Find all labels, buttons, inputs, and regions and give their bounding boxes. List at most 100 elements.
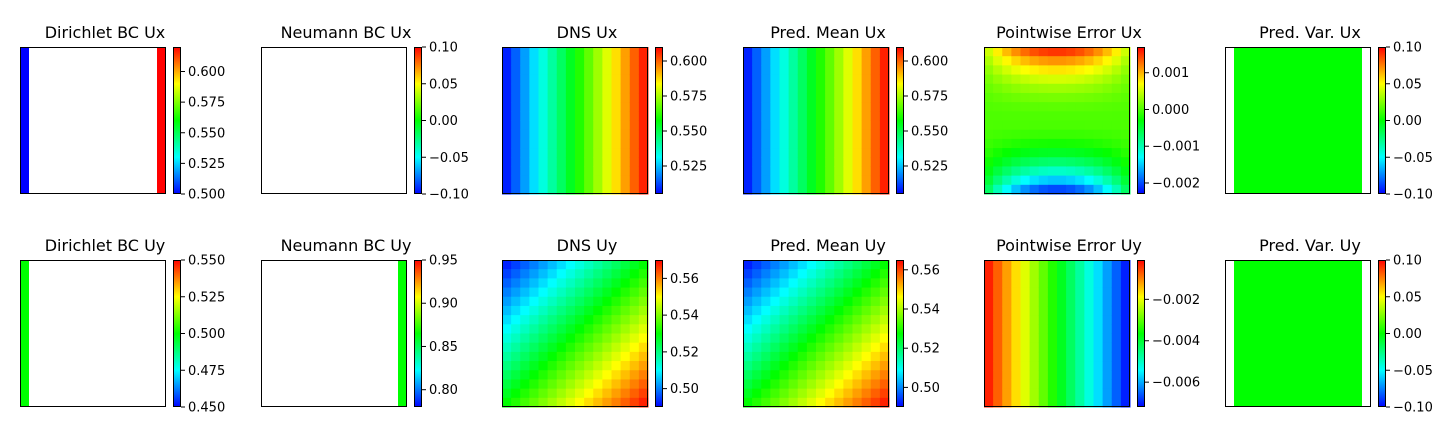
heatmap-cell bbox=[816, 379, 826, 390]
heatmap-cell bbox=[984, 47, 994, 57]
heatmap-cell bbox=[1102, 324, 1113, 334]
heatmap-cell bbox=[611, 342, 622, 353]
heatmap-cell bbox=[1038, 138, 1049, 149]
heatmap-cell bbox=[752, 138, 762, 149]
heatmap-cell bbox=[1029, 111, 1040, 121]
heatmap-cell bbox=[611, 65, 622, 76]
heatmap-cell bbox=[556, 47, 567, 57]
heatmap-cell bbox=[538, 47, 549, 57]
heatmap-cell bbox=[770, 92, 780, 103]
heatmap-cell bbox=[1038, 129, 1049, 140]
heatmap-cell bbox=[502, 370, 512, 380]
heatmap-cell bbox=[752, 278, 762, 289]
heatmap-cell bbox=[984, 342, 994, 353]
heatmap-cell bbox=[1102, 287, 1113, 298]
heatmap-cell bbox=[1120, 120, 1131, 131]
heatmap-cell bbox=[1084, 138, 1094, 149]
heatmap-cell bbox=[593, 148, 603, 158]
heatmap-cell bbox=[1038, 184, 1049, 195]
heatmap-cell bbox=[1011, 111, 1021, 121]
heatmap-cell bbox=[834, 315, 844, 325]
heatmap-cell bbox=[1066, 138, 1076, 149]
heatmap-cell bbox=[861, 333, 872, 344]
heatmap-cell bbox=[556, 370, 567, 380]
heatmap-cell bbox=[502, 83, 512, 94]
heatmap-cell bbox=[806, 397, 817, 408]
heatmap-cell bbox=[1029, 324, 1040, 334]
heatmap-cell bbox=[752, 287, 762, 298]
heatmap-cell bbox=[870, 157, 881, 167]
heatmap-cell bbox=[770, 324, 780, 334]
heatmap-cell bbox=[584, 379, 594, 390]
heatmap-cell bbox=[870, 65, 881, 76]
heatmap-cell bbox=[797, 47, 808, 57]
heatmap-cell bbox=[879, 361, 890, 371]
heatmap-cell bbox=[611, 351, 622, 362]
heatmap-cell bbox=[1066, 102, 1076, 112]
heatmap-cell bbox=[620, 361, 631, 371]
heatmap-cell bbox=[593, 83, 603, 94]
heatmap-cell bbox=[870, 184, 881, 195]
heatmap-cell bbox=[584, 111, 594, 121]
colorbar bbox=[655, 260, 663, 407]
heatmap-cell bbox=[752, 129, 762, 140]
heatmap-cell bbox=[984, 269, 994, 279]
heatmap-cell bbox=[788, 65, 799, 76]
heatmap-cell bbox=[565, 388, 576, 399]
colorbar-frame bbox=[414, 47, 422, 194]
heatmap-cell bbox=[1111, 184, 1122, 195]
heatmap-cell bbox=[1011, 305, 1021, 316]
heatmap-cell bbox=[1075, 305, 1085, 316]
heatmap-cell bbox=[752, 65, 762, 76]
heatmap-cell bbox=[1047, 361, 1058, 371]
heatmap-cell bbox=[1093, 342, 1104, 353]
heatmap-cell bbox=[1011, 379, 1021, 390]
heatmap-cell bbox=[538, 370, 549, 380]
heatmap-cell bbox=[843, 120, 853, 131]
heatmap-cell bbox=[1120, 92, 1131, 103]
heatmap-cell bbox=[1020, 111, 1031, 121]
colorbar-tick-label: −0.05 bbox=[1393, 151, 1433, 166]
heatmap-cell bbox=[565, 166, 576, 177]
heatmap-cell bbox=[565, 269, 576, 279]
heatmap-cell bbox=[556, 315, 567, 325]
heatmap-cell bbox=[538, 260, 549, 270]
heatmap-cell bbox=[816, 120, 826, 131]
heatmap-cell bbox=[538, 342, 549, 353]
heatmap-cell bbox=[870, 379, 881, 390]
heatmap-cell bbox=[520, 47, 530, 57]
colorbar bbox=[1378, 260, 1386, 407]
heatmap-cell bbox=[602, 148, 612, 158]
colorbar-frame bbox=[1378, 260, 1386, 407]
heatmap-cell bbox=[816, 92, 826, 103]
heatmap-cell bbox=[529, 157, 539, 167]
heatmap-cell bbox=[984, 184, 994, 195]
heatmap-cell bbox=[788, 56, 799, 66]
heatmap-cell bbox=[1111, 111, 1122, 121]
heatmap-cell bbox=[806, 138, 817, 149]
heatmap-cell bbox=[1057, 361, 1067, 371]
heatmap-cell bbox=[1020, 120, 1031, 131]
heatmap-cell bbox=[806, 388, 817, 399]
heatmap-cell bbox=[761, 102, 771, 112]
heatmap-cell bbox=[743, 361, 753, 371]
heatmap-cell bbox=[593, 120, 603, 131]
heatmap-cell bbox=[993, 379, 1003, 390]
heatmap-cell bbox=[511, 166, 521, 177]
heatmap-cell bbox=[797, 74, 808, 85]
heatmap-cell bbox=[761, 56, 771, 66]
heatmap-cell bbox=[852, 315, 863, 325]
heatmap-cell bbox=[1047, 138, 1058, 149]
colorbar-frame bbox=[655, 260, 663, 407]
heatmap-cell bbox=[520, 184, 530, 195]
heatmap-cell bbox=[547, 102, 558, 112]
heatmap-cell bbox=[984, 370, 994, 380]
heatmap-cell bbox=[538, 175, 549, 186]
heatmap-cell bbox=[1102, 166, 1113, 177]
heatmap-cell bbox=[1020, 333, 1031, 344]
heatmap-cell bbox=[843, 83, 853, 94]
heatmap-cell bbox=[584, 351, 594, 362]
heatmap-cell bbox=[529, 324, 539, 334]
heatmap-cell bbox=[611, 166, 622, 177]
